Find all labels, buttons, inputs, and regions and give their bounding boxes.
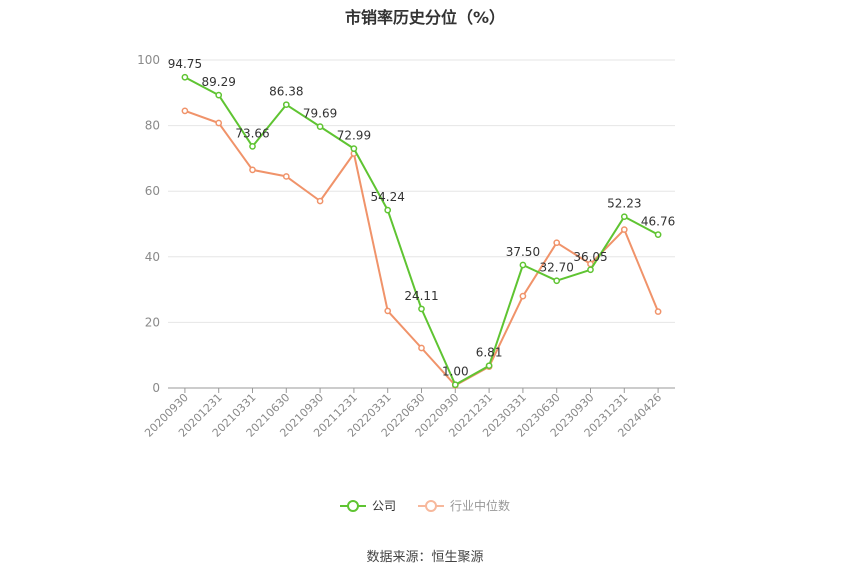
data-label: 73.66 [235,126,269,140]
series-point-0 [384,206,392,214]
series-point-0 [282,101,290,109]
series-point-1 [282,173,290,180]
data-label: 54.24 [371,190,405,204]
series-line-1 [184,109,660,387]
y-tick-label: 40 [145,250,160,264]
series-point-1 [620,226,628,233]
legend-item-company[interactable]: 公司 [339,497,396,514]
series-point-0 [418,305,425,313]
data-label: 36.05 [573,250,607,264]
chart-title: 市销率历史分位（%） [344,8,506,27]
legend-swatch-industry-median [418,499,444,513]
series-line-0 [184,76,659,386]
series-point-0 [654,231,662,238]
series-point-0 [350,145,358,152]
series-point-1 [553,239,561,247]
y-tick-label: 60 [145,184,160,198]
data-label: 52.23 [607,197,641,211]
series-point-1 [215,119,223,127]
series-point-1 [654,308,662,315]
legend-swatch-company [339,499,366,513]
data-label: 37.50 [506,245,540,259]
data-label: 32.70 [540,261,574,275]
series-point-0 [553,277,561,285]
series-point-0 [249,143,256,150]
legend-item-industry-median[interactable]: 行业中位数 [418,497,510,514]
series-point-0 [215,91,223,99]
y-tick-label: 0 [152,381,160,395]
series-point-1 [249,166,256,174]
series-point-1 [316,197,324,205]
data-label: 86.38 [269,85,303,99]
series-point-1 [384,307,392,315]
data-label: 89.29 [202,75,236,89]
source-note: 数据来源：恒生聚源 [366,550,484,565]
series-point-0 [485,362,493,370]
data-label: 94.75 [168,57,202,71]
series-point-1 [181,107,189,115]
legend-label-company: 公司 [371,499,396,513]
data-label: 79.69 [303,107,337,121]
series-point-0 [316,123,324,130]
series-point-0 [181,73,189,81]
series-point-1 [519,292,527,300]
y-tick-label: 20 [145,315,160,329]
series-point-1 [418,344,425,352]
legend: 公司 行业中位数 [0,497,850,514]
data-label: 72.99 [337,129,371,143]
y-tick-label: 80 [145,119,160,133]
data-label: 6.81 [476,346,503,360]
series-point-0 [620,213,628,221]
series-point-0 [519,261,527,269]
legend-label-industry-median: 行业中位数 [450,499,511,513]
y-tick-label: 100 [137,53,160,67]
series-point-0 [451,381,459,389]
series-point-0 [587,266,594,274]
data-label: 1.00 [442,365,469,379]
data-label: 46.76 [641,215,675,229]
data-label: 24.11 [404,289,438,303]
